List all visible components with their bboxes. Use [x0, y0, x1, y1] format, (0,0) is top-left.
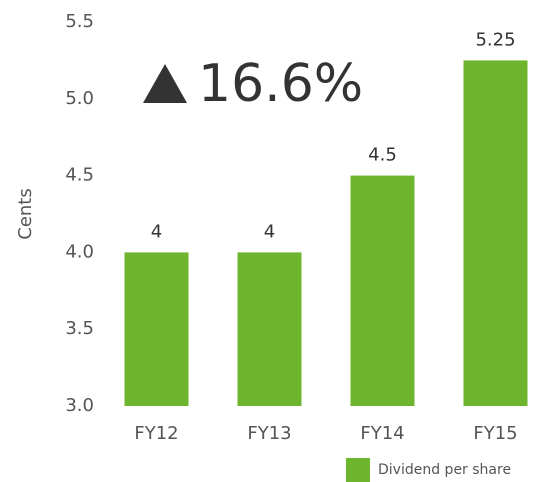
y-tick-label: 4.0	[65, 241, 94, 262]
x-tick-label: FY13	[247, 423, 291, 444]
bar	[350, 175, 415, 406]
legend-label: Dividend per share	[378, 462, 511, 478]
y-tick-label: 5.0	[65, 88, 94, 109]
data-label: 5.25	[475, 29, 515, 50]
bar	[463, 60, 528, 407]
y-tick-label: 5.5	[65, 11, 94, 32]
y-axis-label: Cents	[15, 188, 36, 240]
data-label: 4	[151, 221, 162, 242]
legend-swatch	[346, 458, 370, 482]
y-tick-label: 3.0	[65, 395, 94, 416]
data-label: 4	[264, 221, 275, 242]
data-label: 4.5	[368, 145, 397, 166]
bar	[124, 252, 189, 406]
x-tick-label: FY12	[134, 423, 178, 444]
up-triangle	[143, 64, 187, 103]
y-tick-label: 4.5	[65, 165, 94, 186]
y-tick-label: 3.5	[65, 318, 94, 339]
annotation: 16.6%	[198, 54, 363, 114]
bar	[237, 252, 302, 406]
x-tick-label: FY14	[360, 423, 404, 444]
x-tick-label: FY15	[473, 423, 517, 444]
